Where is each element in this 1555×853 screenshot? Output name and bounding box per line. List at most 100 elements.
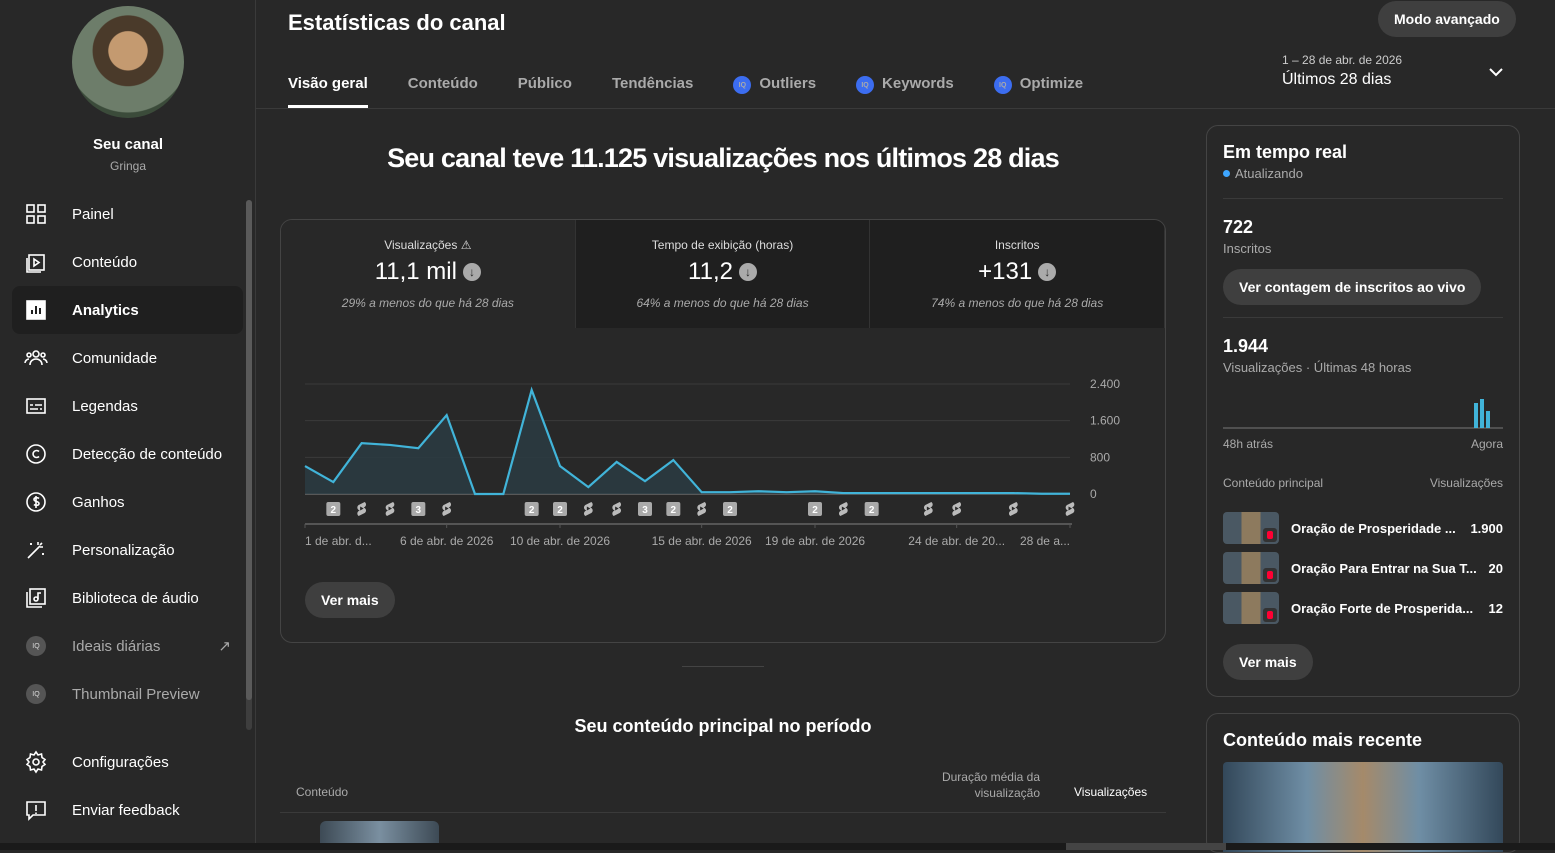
shorts-marker-icon[interactable] — [1066, 502, 1075, 516]
top-content-table-header: Conteúdo Duração média da visualização V… — [280, 767, 1166, 813]
realtime-content-item[interactable]: Oração Para Entrar na Sua T...20 — [1223, 552, 1503, 584]
shorts-marker-icon[interactable] — [612, 502, 621, 516]
realtime-see-more-button[interactable]: Ver mais — [1223, 644, 1313, 680]
analytics-icon — [24, 298, 48, 322]
realtime-views-label: Visualizações · Últimas 48 horas — [1223, 360, 1411, 375]
advanced-mode-button[interactable]: Modo avançado — [1378, 1, 1516, 37]
video-title: Oração Forte de Prosperida... — [1291, 601, 1481, 616]
video-count-marker[interactable]: 2 — [525, 502, 539, 516]
shorts-marker-icon[interactable] — [584, 502, 593, 516]
shorts-marker-icon[interactable] — [952, 502, 961, 516]
col-duration[interactable]: Duração média da visualização — [930, 769, 1040, 801]
tab-vis-o-geral[interactable]: Visão geral — [288, 64, 368, 108]
sidebar-item-label: Painel — [72, 206, 114, 223]
tab-p-blico[interactable]: Público — [518, 64, 572, 108]
sidebar-item-label: Enviar feedback — [72, 802, 180, 819]
shorts-marker-icon[interactable] — [697, 502, 706, 516]
video-count-marker[interactable]: 2 — [723, 502, 737, 516]
metric-value: +131 — [978, 258, 1032, 286]
sidebar-item-biblioteca-de-udio[interactable]: Biblioteca de áudio — [12, 574, 243, 622]
dashboard-icon — [24, 202, 48, 226]
sidebar-item-settings[interactable]: Configurações — [12, 738, 243, 786]
realtime-content-item[interactable]: Oração Forte de Prosperida...12 — [1223, 592, 1503, 624]
shorts-marker-icon[interactable] — [357, 502, 366, 516]
chevron-down-icon[interactable] — [1488, 64, 1504, 85]
sidebar-item-label: Ganhos — [72, 494, 125, 511]
video-count-marker[interactable]: 2 — [808, 502, 822, 516]
tab-conte-do[interactable]: Conteúdo — [408, 64, 478, 108]
video-count-marker[interactable]: 2 — [553, 502, 567, 516]
warning-icon: ⚠ — [461, 238, 472, 252]
main: Estatísticas do canal Modo avançado Visã… — [256, 0, 1555, 843]
col-views[interactable]: Visualizações — [1074, 785, 1147, 799]
sidebar-item-label: Ideais diárias — [72, 638, 160, 655]
horizontal-scrollbar[interactable] — [0, 843, 1555, 850]
date-range-picker[interactable]: 1 – 28 de abr. de 2026 Últimos 28 dias — [1282, 53, 1402, 89]
shorts-icon — [1263, 528, 1277, 542]
realtime-views: 1.944 — [1223, 336, 1268, 357]
vidiq-icon: IQ — [24, 634, 48, 658]
sidebar-item-conte-do[interactable]: Conteúdo — [12, 238, 243, 286]
sidebar-item-analytics[interactable]: Analytics — [12, 286, 243, 334]
x-tick-label: 15 de abr. de 2026 — [652, 534, 752, 548]
metric-tab[interactable]: Tempo de exibição (horas)11,2↓64% a meno… — [576, 220, 871, 328]
video-views: 20 — [1489, 561, 1503, 576]
see-more-button[interactable]: Ver mais — [305, 582, 395, 618]
shorts-marker-icon[interactable] — [1009, 502, 1018, 516]
shorts-marker-icon[interactable] — [924, 502, 933, 516]
sidebar-item-label: Comunidade — [72, 350, 157, 367]
metric-label: Visualizações — [384, 238, 457, 252]
metric-tab[interactable]: Visualizações ⚠11,1 mil↓29% a menos do q… — [281, 220, 576, 328]
arrow-down-icon: ↓ — [1038, 263, 1056, 281]
svg-text:2: 2 — [671, 505, 677, 516]
x-tick-label: 10 de abr. de 2026 — [510, 534, 610, 548]
video-thumbnail[interactable] — [320, 821, 439, 843]
x-tick-label: 6 de abr. de 2026 — [400, 534, 494, 548]
shorts-marker-icon[interactable] — [839, 502, 848, 516]
sidebar-scrollbar[interactable] — [246, 200, 252, 730]
sidebar-item-detec-o-de-conte-do[interactable]: Detecção de conteúdo — [12, 430, 243, 478]
sidebar-item-personaliza-o[interactable]: Personalização — [12, 526, 243, 574]
video-count-marker[interactable]: 2 — [326, 502, 340, 516]
overview-card: Visualizações ⚠11,1 mil↓29% a menos do q… — [280, 219, 1166, 643]
sidebar-item-label: Thumbnail Preview — [72, 686, 200, 703]
community-icon — [24, 346, 48, 370]
sidebar-item-painel[interactable]: Painel — [12, 190, 243, 238]
shorts-marker-icon[interactable] — [442, 502, 451, 516]
video-count-marker[interactable]: 2 — [865, 502, 879, 516]
tab-label: Optimize — [1020, 75, 1083, 92]
recent-video-thumbnail[interactable] — [1223, 762, 1503, 853]
shorts-marker-icon[interactable] — [386, 502, 395, 516]
metric-tab[interactable]: Inscritos+131↓74% a menos do que há 28 d… — [870, 220, 1165, 328]
video-count-marker[interactable]: 2 — [666, 502, 680, 516]
shorts-icon — [1263, 568, 1277, 582]
bar — [1474, 403, 1478, 428]
sidebar-item-label: Personalização — [72, 542, 175, 559]
sidebar-item-ganhos[interactable]: Ganhos — [12, 478, 243, 526]
sidebar-item-label: Detecção de conteúdo — [72, 446, 222, 463]
sidebar-item-comunidade[interactable]: Comunidade — [12, 334, 243, 382]
metric-value: 11,1 mil — [375, 258, 457, 286]
x-tick-label: 1 de abr. d... — [305, 534, 372, 548]
divider — [682, 666, 764, 667]
recent-content-title: Conteúdo mais recente — [1223, 730, 1503, 751]
sidebar-item-more-tools[interactable]: IQMore Tools — [12, 718, 243, 730]
sidebar-item-label: Analytics — [72, 302, 139, 319]
sidebar-item-label: Configurações — [72, 754, 169, 771]
tab-tend-ncias[interactable]: Tendências — [612, 64, 693, 108]
chart-start-label: 48h atrás — [1223, 437, 1273, 451]
svg-text:2: 2 — [331, 505, 337, 516]
sidebar-item-feedback[interactable]: Enviar feedback — [12, 786, 243, 834]
video-count-marker[interactable]: 3 — [638, 502, 652, 516]
sidebar-item-legendas[interactable]: Legendas — [12, 382, 243, 430]
channel-avatar[interactable] — [72, 6, 184, 118]
realtime-bar-chart — [1223, 394, 1503, 430]
video-count-marker[interactable]: 3 — [411, 502, 425, 516]
live-subs-button[interactable]: Ver contagem de inscritos ao vivo — [1223, 269, 1481, 305]
realtime-content-item[interactable]: Oração de Prosperidade ...1.900 — [1223, 512, 1503, 544]
